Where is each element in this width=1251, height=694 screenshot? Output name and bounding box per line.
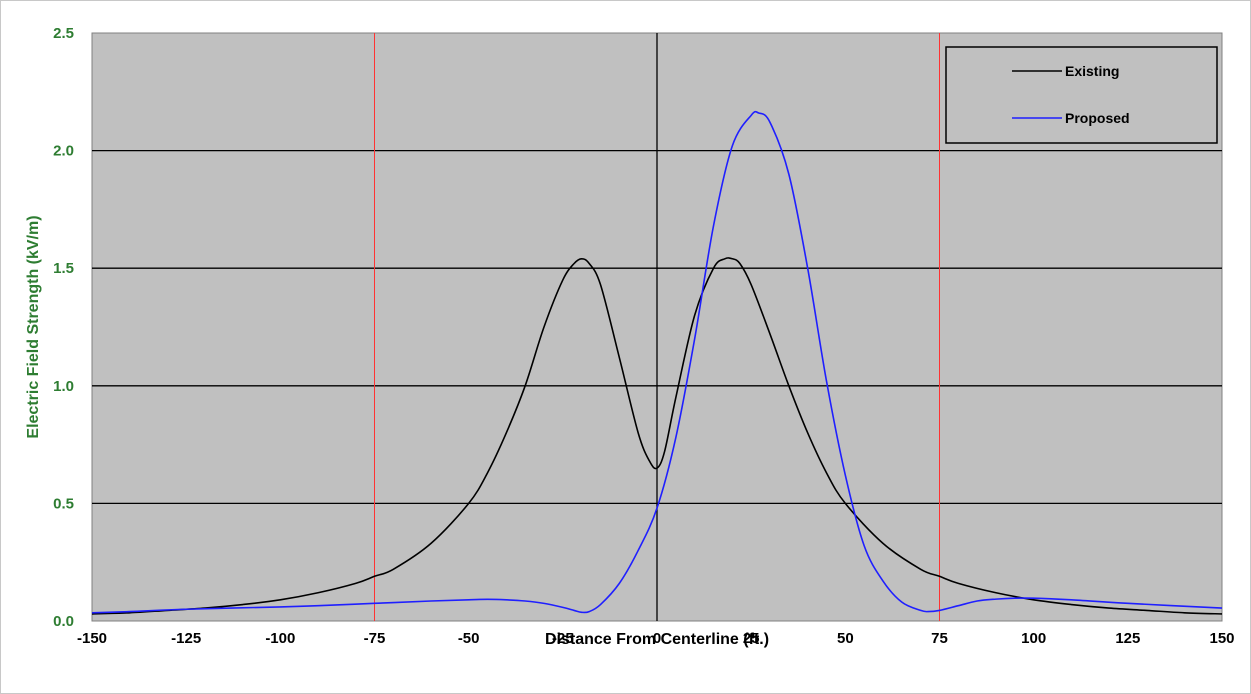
legend: Existing Proposed [945, 46, 1218, 144]
series-line-proposed [91, 110, 1223, 614]
x-tick-label: -150 [77, 630, 107, 647]
x-tick-label: 100 [1021, 630, 1046, 647]
y-tick-label: 1.0 [53, 378, 74, 395]
reference-lines [374, 33, 940, 621]
x-tick-label: -75 [364, 630, 386, 647]
y-axis-title: Electric Field Strength (kV/m) [25, 215, 42, 438]
series-layer [91, 110, 1223, 615]
y-tick-label: 2.0 [53, 143, 74, 160]
y-axis-ticks: 0.0 0.5 1.0 1.5 2.0 2.5 [53, 25, 74, 630]
x-tick-label: -125 [171, 630, 201, 647]
y-tick-label: 0.5 [53, 495, 74, 512]
x-tick-label: 150 [1209, 630, 1234, 647]
x-tick-label: 50 [837, 630, 854, 647]
legend-label-existing: Existing [1065, 63, 1119, 79]
legend-box [945, 46, 1218, 144]
x-tick-label: -50 [458, 630, 480, 647]
x-axis-title: Distance From Centerline (ft.) [545, 631, 769, 648]
y-tick-label: 1.5 [53, 260, 74, 277]
x-tick-label: 75 [931, 630, 948, 647]
x-axis-ticks: -150 -125 -100 -75 -50 -25 0 25 50 75 100 125 150 [77, 630, 1235, 647]
x-tick-label: -100 [265, 630, 295, 647]
x-tick-label: 125 [1115, 630, 1140, 647]
y-tick-label: 0.0 [53, 613, 74, 630]
legend-label-proposed: Proposed [1065, 110, 1130, 126]
series-line-existing [91, 257, 1223, 615]
x-tick-label: -25 [552, 630, 574, 647]
x-tick-label: 0 [653, 630, 661, 647]
y-tick-label: 2.5 [53, 25, 74, 42]
x-tick-label: 25 [743, 630, 760, 647]
